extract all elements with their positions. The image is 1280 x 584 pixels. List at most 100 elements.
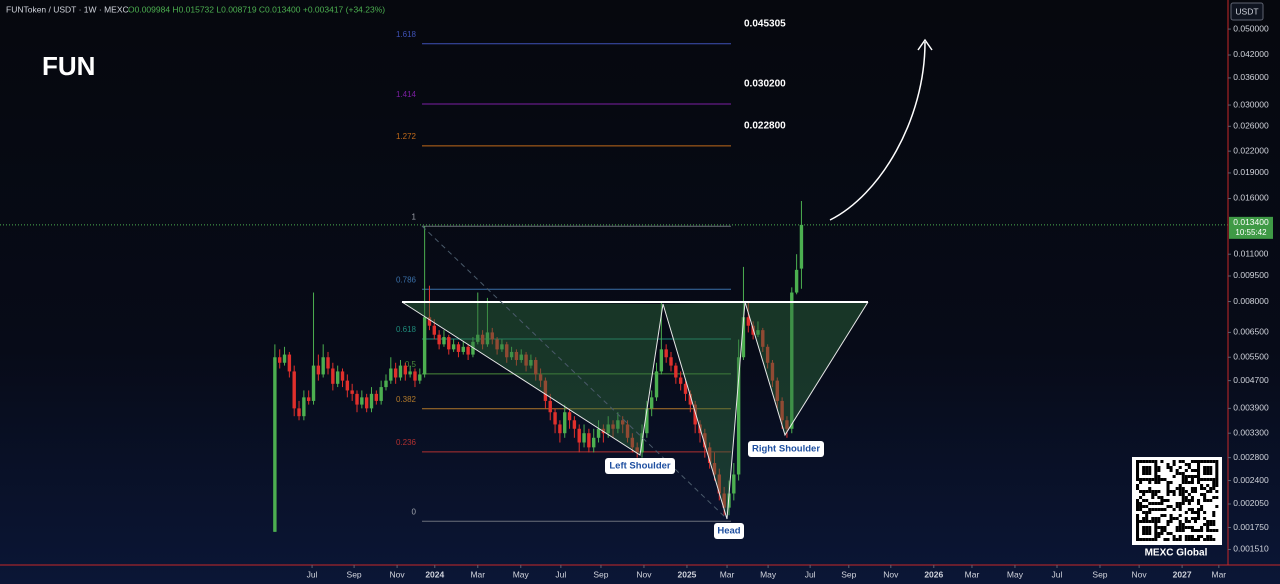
candle-body xyxy=(316,365,321,375)
qr-module xyxy=(1200,535,1204,538)
qr-module xyxy=(1145,529,1149,532)
qr-module xyxy=(1190,478,1194,481)
qr-module xyxy=(1154,523,1158,526)
qr-module xyxy=(1172,508,1176,511)
qr-module xyxy=(1181,472,1185,475)
candle-body xyxy=(326,357,330,369)
candle-body xyxy=(761,330,765,347)
candle-body xyxy=(592,437,596,448)
candle-body xyxy=(297,408,301,417)
qr-module xyxy=(1178,514,1182,517)
qr-module xyxy=(1151,538,1155,541)
y-tick-label: 0.003300 xyxy=(1233,427,1269,437)
qr-module xyxy=(1215,529,1219,532)
qr-module xyxy=(1169,466,1173,469)
qr-module xyxy=(1154,508,1158,511)
qr-module xyxy=(1157,517,1161,520)
qr-module xyxy=(1172,490,1176,493)
candle-body xyxy=(321,357,325,375)
qr-module xyxy=(1181,460,1185,463)
candle-body xyxy=(500,344,504,350)
x-tick-label: 2025 xyxy=(677,569,696,579)
qr-module xyxy=(1175,505,1179,508)
qr-module xyxy=(1157,532,1161,535)
qr-module xyxy=(1160,502,1164,505)
candle-body xyxy=(765,346,770,363)
qr-module xyxy=(1206,490,1210,493)
qr-module xyxy=(1212,511,1216,514)
qr-module xyxy=(1187,520,1191,523)
qr-module xyxy=(1190,511,1194,514)
candle-body xyxy=(379,387,383,401)
qr-module xyxy=(1160,496,1164,499)
qr-module xyxy=(1166,505,1170,508)
fib-level-label: 1.414 xyxy=(396,90,417,99)
qr-module xyxy=(1142,520,1146,523)
fib-level-label: 0.5 xyxy=(405,360,417,369)
x-tick-label: Mar xyxy=(1212,569,1227,579)
qr-module xyxy=(1148,487,1152,490)
candle-body xyxy=(369,393,374,409)
qr-module xyxy=(1136,484,1140,487)
qr-module xyxy=(1193,460,1197,463)
qr-module xyxy=(1190,535,1194,538)
qr-module xyxy=(1184,538,1188,541)
qr-module xyxy=(1197,511,1201,514)
qr-module xyxy=(1169,532,1173,535)
candle-body xyxy=(630,437,635,448)
candle-body xyxy=(335,371,340,384)
qr-module xyxy=(1136,463,1140,466)
candle-body xyxy=(519,354,523,360)
qr-module xyxy=(1178,490,1182,493)
qr-module xyxy=(1139,490,1143,493)
qr-module xyxy=(1163,508,1167,511)
qr-module xyxy=(1160,508,1164,511)
qr-module xyxy=(1175,526,1179,529)
qr-module xyxy=(1160,526,1164,529)
qr-module xyxy=(1166,520,1170,523)
candle-body xyxy=(495,339,499,350)
qr-module xyxy=(1136,523,1140,526)
qr-module xyxy=(1166,523,1170,526)
qr-module xyxy=(1157,481,1161,484)
qr-module xyxy=(1203,538,1207,541)
qr-module xyxy=(1145,490,1149,493)
qr-module xyxy=(1178,535,1182,538)
candle-body xyxy=(780,400,784,421)
qr-module xyxy=(1142,469,1146,472)
candle-body xyxy=(635,447,639,453)
qr-module xyxy=(1203,466,1207,469)
candle-body xyxy=(587,433,591,448)
qr-module xyxy=(1215,466,1219,469)
qr-module xyxy=(1148,511,1152,514)
qr-module xyxy=(1178,523,1182,526)
qr-module xyxy=(1136,532,1140,535)
y-tick-label: 0.004700 xyxy=(1233,375,1269,385)
qr-module xyxy=(1136,535,1140,538)
qr-module xyxy=(1145,520,1149,523)
fib-target-label: 0.030200 xyxy=(744,79,786,90)
qr-module xyxy=(1184,463,1188,466)
qr-module xyxy=(1169,469,1173,472)
qr-module xyxy=(1142,499,1146,502)
qr-module xyxy=(1187,502,1191,505)
qr-module xyxy=(1197,460,1201,463)
qr-module xyxy=(1139,481,1143,484)
candle-body xyxy=(548,400,552,413)
qr-module xyxy=(1215,463,1219,466)
x-tick-label: Nov xyxy=(883,569,899,579)
qr-module xyxy=(1206,538,1210,541)
candle-body xyxy=(278,357,282,363)
qr-module xyxy=(1212,529,1216,532)
y-tick-label: 0.026000 xyxy=(1233,121,1269,131)
qr-module xyxy=(1148,460,1152,463)
qr-module xyxy=(1142,472,1146,475)
qr-module xyxy=(1163,526,1167,529)
y-tick-label: 0.006500 xyxy=(1233,327,1269,337)
qr-module xyxy=(1139,505,1143,508)
candle-body xyxy=(611,424,615,429)
qr-module xyxy=(1203,478,1207,481)
qr-module xyxy=(1166,499,1170,502)
qr-module xyxy=(1212,538,1216,541)
candle-body xyxy=(490,332,494,340)
